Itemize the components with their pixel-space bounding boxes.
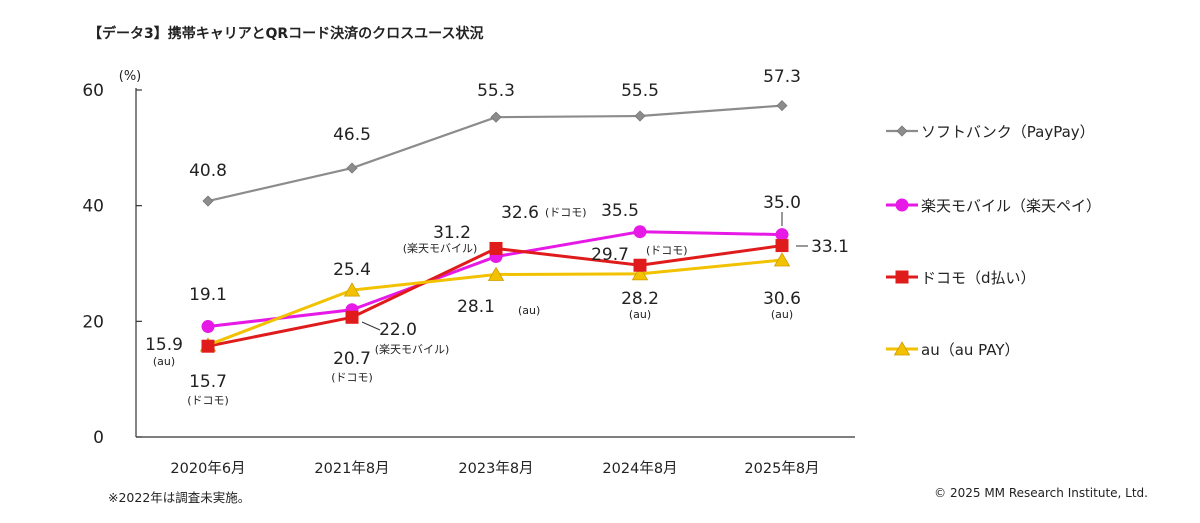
annotation: (au) bbox=[771, 308, 793, 321]
data-point bbox=[633, 258, 647, 272]
annotation: (au) bbox=[518, 304, 540, 317]
annotation: (au) bbox=[629, 308, 651, 321]
x-tick-label: 2023年8月 bbox=[458, 460, 533, 477]
data-point bbox=[345, 310, 359, 324]
legend-marker bbox=[895, 198, 909, 212]
data-point bbox=[487, 266, 505, 281]
annotation: (楽天モバイル) bbox=[403, 242, 478, 255]
data-point bbox=[489, 241, 503, 255]
leader-line bbox=[361, 321, 381, 331]
data-label: 40.8 bbox=[189, 161, 227, 181]
legend-label: 楽天モバイル（楽天ペイ） bbox=[921, 197, 1101, 215]
y-tick-label: 20 bbox=[82, 312, 104, 332]
data-label: 35.5 bbox=[601, 201, 639, 221]
x-tick-label: 2024年8月 bbox=[602, 460, 677, 477]
data-label: 20.7 bbox=[333, 349, 371, 369]
data-label: 55.5 bbox=[621, 81, 659, 101]
legend-label: au（au PAY） bbox=[921, 341, 1020, 359]
data-label: 32.6 bbox=[501, 203, 539, 223]
x-tick-label: 2025年8月 bbox=[744, 460, 819, 477]
y-tick-label: 60 bbox=[82, 81, 104, 101]
annotation: (ドコモ) bbox=[646, 244, 688, 257]
y-tick-label: 40 bbox=[82, 197, 104, 217]
legend-marker bbox=[896, 125, 908, 137]
data-label: 55.3 bbox=[477, 81, 515, 101]
data-label: 28.2 bbox=[621, 289, 659, 309]
data-label: 25.4 bbox=[333, 260, 371, 280]
copyright: © 2025 MM Research Institute, Ltd. bbox=[934, 486, 1148, 500]
annotation: (ドコモ) bbox=[187, 394, 229, 407]
data-point bbox=[773, 252, 791, 267]
data-label: 22.0 bbox=[379, 320, 417, 340]
data-label: 35.0 bbox=[763, 193, 801, 213]
data-point bbox=[776, 100, 788, 112]
data-label: 46.5 bbox=[333, 125, 371, 145]
data-point bbox=[631, 266, 649, 281]
legend-label: ドコモ（d払い） bbox=[921, 269, 1036, 287]
data-label: 31.2 bbox=[433, 223, 471, 243]
footnote: ※2022年は調査未実施。 bbox=[108, 490, 250, 505]
annotation: (楽天モバイル) bbox=[375, 343, 450, 356]
data-point bbox=[634, 110, 646, 122]
data-point bbox=[202, 195, 214, 207]
x-tick-label: 2020年6月 bbox=[170, 460, 245, 477]
data-point bbox=[633, 225, 647, 239]
data-point bbox=[201, 320, 215, 334]
legend-marker bbox=[893, 341, 911, 356]
data-point bbox=[201, 339, 215, 353]
annotation: (au) bbox=[153, 355, 175, 368]
data-label: 15.7 bbox=[189, 372, 227, 392]
data-label: 28.1 bbox=[457, 297, 495, 317]
data-point bbox=[343, 282, 361, 297]
legend-label: ソフトバンク（PayPay） bbox=[921, 123, 1095, 141]
data-label: 29.7 bbox=[591, 245, 629, 265]
y-tick-label: 0 bbox=[93, 428, 104, 448]
data-point bbox=[346, 162, 358, 174]
x-tick-label: 2021年8月 bbox=[314, 460, 389, 477]
data-label: 19.1 bbox=[189, 285, 227, 305]
y-axis-unit: (%) bbox=[119, 69, 142, 84]
data-label: 57.3 bbox=[763, 67, 801, 87]
data-point bbox=[775, 239, 789, 253]
data-label: 33.1 bbox=[811, 237, 849, 257]
legend-marker bbox=[895, 270, 909, 284]
annotation: (ドコモ) bbox=[545, 206, 587, 219]
data-label: 30.6 bbox=[763, 289, 801, 309]
data-label: 15.9 bbox=[145, 335, 183, 355]
annotation: (ドコモ) bbox=[331, 371, 373, 384]
data-point bbox=[490, 111, 502, 123]
chart-title: 【データ3】携帯キャリアとQRコード決済のクロスユース状況 bbox=[88, 25, 483, 42]
data-point bbox=[775, 228, 789, 242]
